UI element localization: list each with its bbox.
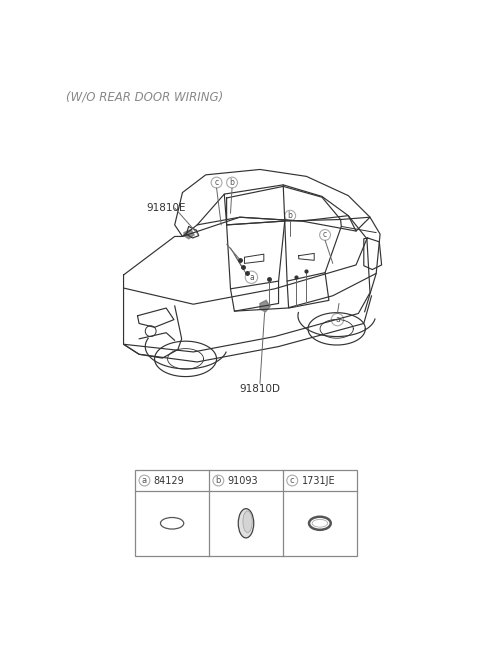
Ellipse shape [160,517,184,529]
Text: a: a [142,476,147,485]
Text: (W/O REAR DOOR WIRING): (W/O REAR DOOR WIRING) [66,90,224,103]
Text: 91810E: 91810E [147,203,186,213]
Ellipse shape [243,511,252,533]
Text: c: c [290,476,295,485]
Text: 84129: 84129 [154,476,184,485]
Text: 91810D: 91810D [240,384,280,394]
Text: 1731JE: 1731JE [301,476,335,485]
Text: b: b [229,178,235,187]
Ellipse shape [309,517,331,530]
Text: 91093: 91093 [228,476,258,485]
Polygon shape [184,229,194,239]
Ellipse shape [238,509,254,538]
Text: b: b [288,211,293,220]
Polygon shape [260,301,270,312]
Text: c: c [323,231,327,240]
Ellipse shape [312,519,328,527]
Text: c: c [215,178,218,187]
Text: a: a [335,315,340,324]
Text: a: a [249,272,254,282]
Text: b: b [216,476,221,485]
Bar [135,470,357,556]
